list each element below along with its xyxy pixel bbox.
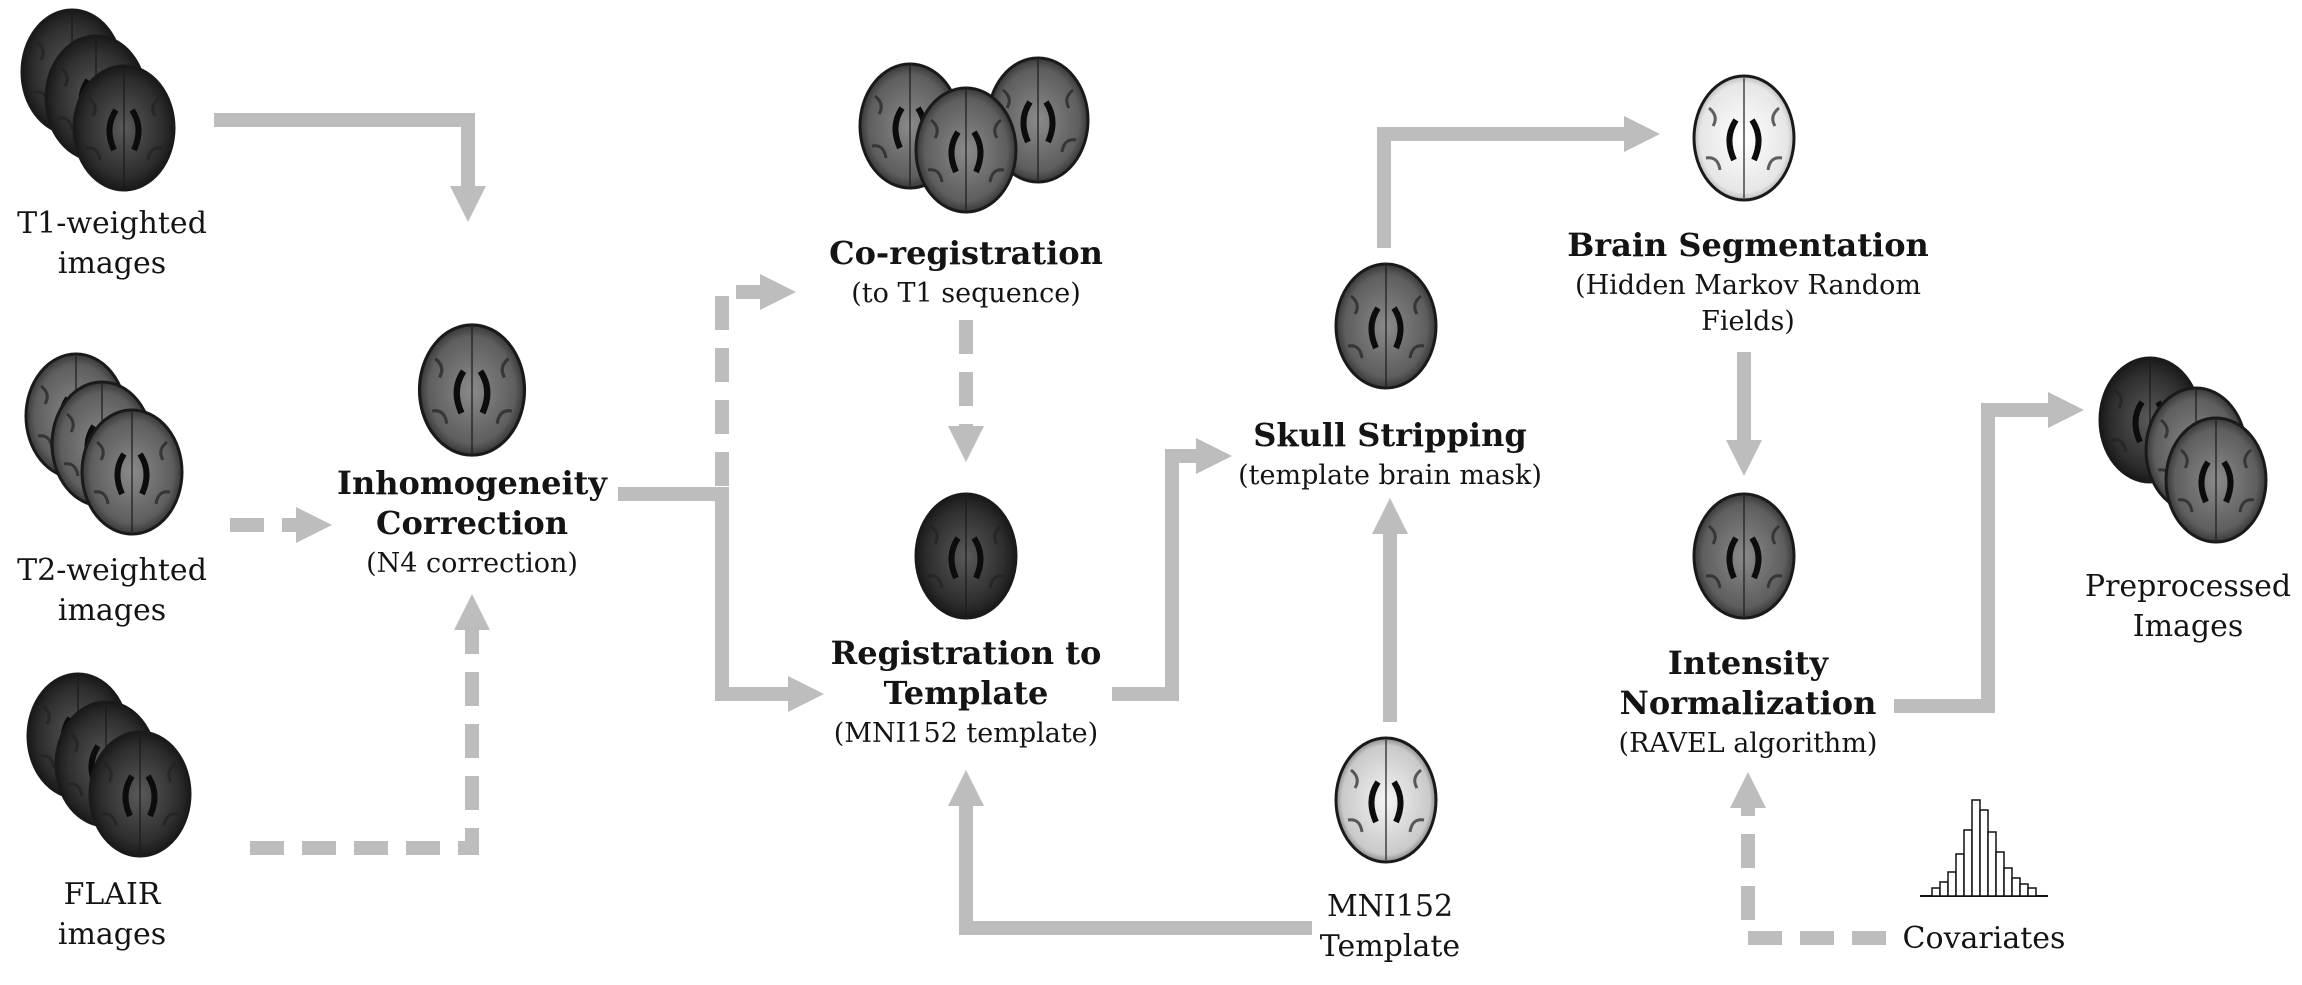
coregistration-subtitle: (to T1 sequence) <box>851 278 1081 309</box>
registration-image <box>916 494 1016 618</box>
mni-template-image <box>1336 738 1436 862</box>
flair-label-line1: FLAIR <box>64 877 162 912</box>
coregistration-image-stack <box>860 58 1088 212</box>
normalization-title-line1: Intensity <box>1668 644 1830 682</box>
brain-slice-icon <box>916 494 1016 618</box>
skull-subtitle: (template brain mask) <box>1238 460 1542 491</box>
arrow-template-to-registration <box>959 804 1312 935</box>
brain-slice-icon <box>2166 418 2266 542</box>
skull-stripping-image <box>1336 264 1436 388</box>
t2-label-line1: T2-weighted <box>17 553 207 588</box>
brain-slice-icon <box>916 88 1016 212</box>
arrows <box>214 113 2084 945</box>
mni-label-line2: Template <box>1320 929 1460 964</box>
inhomogeneity-subtitle: (N4 correction) <box>366 548 578 579</box>
t1-label-line1: T1-weighted <box>17 206 207 241</box>
segmentation-subtitle-line2: Fields) <box>1701 306 1795 337</box>
segmentation-subtitle-line1: (Hidden Markov Random <box>1575 270 1921 301</box>
normalization-subtitle: (RAVEL algorithm) <box>1619 728 1878 759</box>
arrow-registration-to-skull <box>1112 449 1198 701</box>
flair-image-stack <box>28 674 190 856</box>
covariates-label: Covariates <box>1903 921 2066 956</box>
output-image-stack <box>2100 358 2266 542</box>
arrow-t1-to-inhomogeneity <box>214 113 475 188</box>
registration-title-line2: Template <box>884 674 1049 712</box>
normalization-title-line2: Normalization <box>1620 684 1877 722</box>
flair-label-line2: images <box>58 917 166 952</box>
arrow-flair-to-inhomogeneity <box>250 628 479 855</box>
brain-slice-icon <box>1336 738 1436 862</box>
registration-title-line1: Registration to <box>831 634 1102 672</box>
arrow-inhomogeneity-to-registration <box>618 487 790 701</box>
output-label-line2: Images <box>2133 609 2244 644</box>
segmentation-image <box>1694 76 1794 200</box>
output-label-line1: Preprocessed <box>2085 569 2291 604</box>
brain-slice-icon <box>420 325 525 455</box>
histogram-icon <box>1920 799 2048 897</box>
t2-image-stack <box>26 354 182 534</box>
brain-slice-icon <box>1694 76 1794 200</box>
inhomogeneity-title-line1: Inhomogeneity <box>337 464 608 502</box>
normalization-image <box>1694 494 1794 618</box>
inhomogeneity-title-line2: Correction <box>376 504 568 542</box>
mni-label-line1: MNI152 <box>1327 889 1453 924</box>
t2-label-line2: images <box>58 593 166 628</box>
arrow-inhomogeneity-to-coregistration <box>715 285 762 486</box>
inhomogeneity-image <box>420 325 525 455</box>
t1-image-stack <box>22 10 174 190</box>
t1-label-line2: images <box>58 246 166 281</box>
arrow-normalization-to-output <box>1894 403 2050 713</box>
segmentation-title: Brain Segmentation <box>1567 226 1929 264</box>
brain-slice-icon <box>90 732 190 856</box>
brain-slice-icon <box>82 410 182 534</box>
arrow-skull-to-segmentation <box>1377 127 1626 248</box>
registration-subtitle: (MNI152 template) <box>834 718 1098 749</box>
brain-slice-icon <box>1694 494 1794 618</box>
brain-slice-icon <box>74 66 174 190</box>
coregistration-title: Co-registration <box>829 234 1103 272</box>
brain-slice-icon <box>1336 264 1436 388</box>
skull-title: Skull Stripping <box>1253 416 1526 454</box>
arrow-covariates-to-normalization <box>1741 806 1886 945</box>
